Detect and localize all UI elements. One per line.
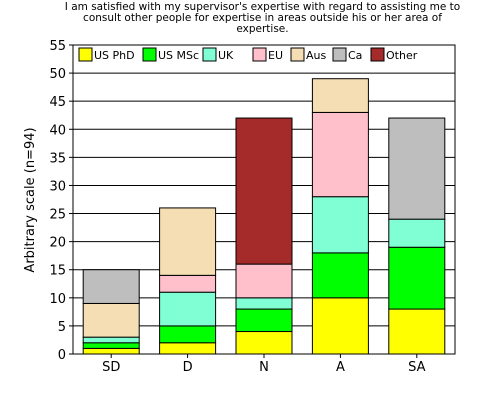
bar-segment bbox=[159, 325, 217, 344]
y-tick-label: 15 bbox=[49, 264, 66, 279]
bar-segment bbox=[235, 331, 293, 355]
legend-swatch bbox=[252, 47, 267, 62]
bar-segment bbox=[82, 302, 140, 338]
x-tick-label: SD bbox=[102, 360, 120, 375]
bars bbox=[82, 78, 446, 355]
y-tick-label: 30 bbox=[49, 179, 66, 194]
bar-segment bbox=[235, 263, 293, 299]
x-tick-label: D bbox=[183, 360, 193, 375]
bar-segment bbox=[82, 347, 140, 355]
bar-segment bbox=[388, 218, 446, 248]
legend-label: US PhD bbox=[94, 49, 135, 62]
axes: 0 5 10 15 20 25 30 35 40 45 50 55 SD D N A SA bbox=[49, 39, 456, 375]
bar-segment bbox=[311, 78, 369, 113]
legend-label: US MSc bbox=[158, 49, 199, 62]
legend: US PhD US MSc UK EU Aus Ca Other bbox=[78, 47, 418, 62]
bar-segment bbox=[235, 297, 293, 310]
y-tick-label: 50 bbox=[49, 67, 66, 82]
chart-title-line-2: consult other people for expertise in ar… bbox=[83, 12, 442, 24]
chart-title-line-3: expertise. bbox=[236, 23, 289, 35]
bar-segment bbox=[159, 291, 217, 327]
y-tick-label: 35 bbox=[49, 151, 66, 166]
legend-swatch bbox=[142, 47, 157, 62]
bar-segment bbox=[82, 342, 140, 349]
legend-swatch bbox=[290, 47, 305, 62]
legend-swatch bbox=[78, 47, 93, 62]
legend-swatch bbox=[370, 47, 385, 62]
legend-label: Ca bbox=[348, 49, 362, 62]
y-tick-label: 10 bbox=[49, 292, 66, 307]
bar-segment bbox=[311, 297, 369, 355]
legend-label: EU bbox=[268, 49, 283, 62]
y-tick-label: 55 bbox=[49, 39, 66, 54]
x-tick-label: A bbox=[336, 360, 345, 375]
bar-segment bbox=[159, 342, 217, 355]
y-tick-label: 5 bbox=[58, 320, 66, 335]
y-tick-label: 40 bbox=[49, 123, 66, 138]
chart-title-line-1: I am satisfied with my supervisor's expe… bbox=[64, 1, 461, 13]
x-tick-label: SA bbox=[408, 360, 425, 375]
chart-title: I am satisfied with my supervisor's expe… bbox=[60, 2, 465, 35]
y-tick-label: 20 bbox=[49, 236, 66, 251]
bar-segment bbox=[159, 274, 217, 293]
x-tick-label: N bbox=[259, 360, 269, 375]
legend-label: Aus bbox=[306, 49, 326, 62]
bar-segment bbox=[235, 308, 293, 333]
bar-segment bbox=[82, 336, 140, 344]
bar-segment bbox=[82, 269, 140, 304]
bar-segment bbox=[311, 111, 369, 198]
y-tick-label: 0 bbox=[58, 348, 66, 363]
y-tick-label: 45 bbox=[49, 95, 66, 110]
bar-segment bbox=[388, 308, 446, 355]
bar-segment bbox=[311, 196, 369, 254]
bar-segment bbox=[388, 246, 446, 310]
bar-segment bbox=[235, 117, 293, 265]
y-axis-label: Arbitrary scale (n=94) bbox=[23, 127, 38, 272]
legend-swatch bbox=[332, 47, 347, 62]
bar-segment bbox=[311, 252, 369, 299]
y-tick-label: 25 bbox=[49, 208, 66, 223]
legend-swatch bbox=[202, 47, 217, 62]
bar-segment bbox=[388, 117, 446, 220]
bar-segment bbox=[159, 207, 217, 276]
legend-label: Other bbox=[386, 49, 418, 62]
legend-label: UK bbox=[218, 49, 234, 62]
